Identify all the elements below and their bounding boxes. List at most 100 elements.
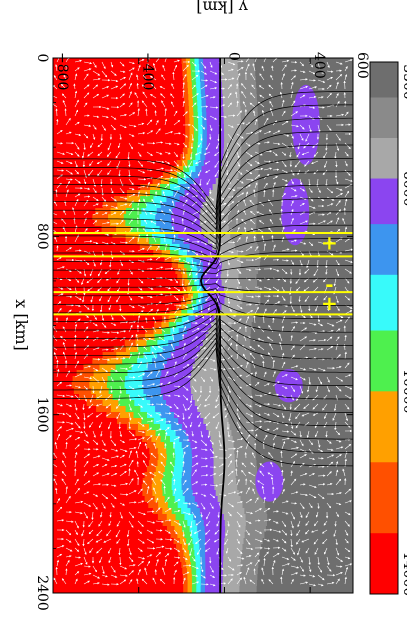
field-cell xyxy=(109,220,126,227)
field-cell xyxy=(53,508,154,515)
field-cell xyxy=(251,322,353,329)
velocity-arrow xyxy=(110,212,117,216)
y-tick-label: 0 xyxy=(225,52,241,61)
field-cell xyxy=(102,400,120,407)
velocity-arrow xyxy=(83,199,89,207)
velocity-arrow xyxy=(61,93,67,99)
velocity-arrow xyxy=(74,109,78,117)
field-cell xyxy=(258,172,353,179)
field-cell xyxy=(53,244,141,251)
velocity-arrow xyxy=(236,100,239,108)
field-cell xyxy=(53,490,143,497)
velocity-arrow xyxy=(252,110,256,117)
velocity-arrow xyxy=(250,92,256,99)
velocity-arrow xyxy=(271,65,274,72)
field-cell xyxy=(178,418,204,425)
field-cell xyxy=(53,418,118,425)
field-cell xyxy=(193,124,199,131)
field-cell xyxy=(160,412,175,419)
field-cell xyxy=(131,364,149,371)
y-tick-label: −400 xyxy=(140,52,156,90)
field-cell xyxy=(197,502,221,509)
field-cell xyxy=(155,430,167,437)
velocity-arrow xyxy=(74,73,78,81)
field-cell xyxy=(221,388,253,395)
velocity-arrow xyxy=(173,120,181,126)
field-cell xyxy=(182,274,189,281)
field-cell xyxy=(53,484,143,491)
field-cell xyxy=(125,376,144,383)
field-cell xyxy=(182,64,187,71)
velocity-arrow xyxy=(209,124,213,132)
velocity-arrow xyxy=(83,195,91,198)
field-cell xyxy=(238,274,258,281)
field-cell xyxy=(218,172,240,179)
velocity-arrow xyxy=(324,160,328,168)
velocity-arrow xyxy=(155,167,164,171)
field-cell xyxy=(73,388,92,395)
velocity-arrow xyxy=(225,151,229,158)
velocity-arrow xyxy=(128,112,136,117)
velocity-arrow xyxy=(344,160,348,167)
velocity-arrow xyxy=(92,203,99,207)
velocity-arrow xyxy=(344,59,353,63)
velocity-arrow xyxy=(259,94,265,99)
velocity-arrow xyxy=(60,83,67,90)
annotation-sign: + xyxy=(321,231,338,255)
velocity-arrow xyxy=(65,151,74,155)
velocity-arrow xyxy=(100,178,103,187)
field-cell xyxy=(186,178,196,185)
velocity-arrow xyxy=(56,142,63,145)
field-cell xyxy=(170,520,180,527)
field-cell xyxy=(205,100,224,107)
field-cell xyxy=(184,136,190,143)
velocity-arrow xyxy=(236,110,242,117)
velocity-arrow xyxy=(299,78,308,81)
velocity-arrow xyxy=(245,178,254,182)
field-cell xyxy=(238,490,263,497)
velocity-arrow xyxy=(92,124,97,130)
field-cell xyxy=(265,526,353,533)
field-cell xyxy=(174,526,183,533)
velocity-arrow xyxy=(164,108,167,117)
field-cell xyxy=(203,160,223,167)
velocity-arrow xyxy=(170,93,175,99)
field-cell xyxy=(239,166,260,173)
field-cell xyxy=(237,64,256,71)
field-cell xyxy=(153,250,163,257)
field-cell xyxy=(193,544,200,551)
field-cell xyxy=(53,184,141,191)
field-cell xyxy=(236,478,260,485)
velocity-arrow xyxy=(83,133,89,139)
velocity-arrow xyxy=(182,133,188,138)
field-cell xyxy=(176,166,184,173)
velocity-arrow xyxy=(65,178,73,181)
velocity-arrow xyxy=(164,118,168,126)
field-cell xyxy=(195,70,201,77)
velocity-arrow xyxy=(74,151,80,157)
field-cell xyxy=(161,250,171,257)
velocity-arrow xyxy=(200,84,208,90)
field-cell xyxy=(256,238,353,245)
field-cell xyxy=(222,358,251,365)
velocity-arrow xyxy=(182,160,187,169)
velocity-arrow xyxy=(335,217,340,225)
field-cell xyxy=(182,160,189,167)
velocity-arrow xyxy=(173,160,179,167)
field-cell xyxy=(144,370,162,377)
field-cell xyxy=(53,436,143,443)
velocity-arrow xyxy=(150,220,157,225)
field-cell xyxy=(200,256,221,263)
velocity-arrow xyxy=(63,74,67,81)
velocity-arrow xyxy=(308,95,317,99)
velocity-arrow xyxy=(101,204,109,207)
field-cell xyxy=(181,484,193,491)
field-cell xyxy=(177,532,185,539)
velocity-arrow xyxy=(249,219,256,225)
field-cell xyxy=(196,82,201,89)
velocity-arrow xyxy=(149,212,157,216)
field-cell xyxy=(182,424,207,431)
velocity-arrow xyxy=(236,67,244,72)
field-cell xyxy=(190,508,201,515)
